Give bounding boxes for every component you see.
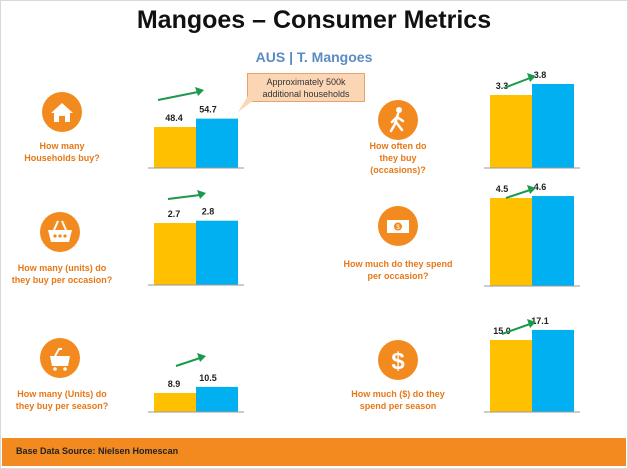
- growth-arrow-head: [527, 319, 536, 328]
- question-units-per-occasion: How many (units) do they buy per occasio…: [2, 262, 122, 286]
- data-source-note: Base Data Source: Nielsen Homescan: [16, 446, 179, 456]
- data-label: 17.1: [531, 316, 549, 326]
- question-spend-per-season: How much ($) do they spend per season: [330, 388, 466, 412]
- page-title: Mangoes – Consumer Metrics: [136, 6, 492, 34]
- chart-units-per-season: 8.9 10.5: [148, 353, 244, 413]
- bar: [532, 329, 574, 412]
- banknote-icon: $: [378, 206, 418, 246]
- bar: [490, 198, 532, 286]
- callout-note: Approximately 500k additional households: [247, 73, 365, 102]
- question-occasions: How often do they buy (occasions)?: [338, 140, 458, 176]
- question-line: How many (Units) do: [17, 389, 107, 399]
- data-label: 3.3: [496, 81, 509, 91]
- bar: [490, 95, 532, 168]
- question-line: How many (units) do: [17, 263, 107, 273]
- data-label: 48.4: [165, 113, 183, 123]
- question-line: How many: [39, 141, 85, 151]
- chart-spend-per-occasion: 4.5 4.6: [484, 182, 580, 287]
- data-label: 10.5: [199, 373, 217, 383]
- bar: [196, 386, 238, 412]
- data-label: 4.6: [534, 182, 547, 192]
- question-line: per occasion?: [367, 271, 429, 281]
- question-line: Households buy?: [24, 153, 100, 163]
- growth-arrow-line: [505, 189, 531, 199]
- question-line: How much do they spend: [343, 259, 453, 269]
- chart-spend-per-season: 15.0 17.1: [484, 316, 580, 413]
- data-label: 54.7: [199, 105, 217, 115]
- bar: [490, 340, 532, 412]
- callout-line: Approximately 500k: [266, 77, 346, 87]
- question-line: How much ($) do they: [351, 389, 445, 399]
- growth-arrow-line: [167, 194, 201, 200]
- bar: [196, 118, 238, 168]
- bar: [532, 196, 574, 286]
- question-line: they buy per occasion?: [11, 275, 113, 285]
- bar: [154, 127, 196, 168]
- chart-occasions: 3.3 3.8: [484, 70, 580, 169]
- bar: [154, 393, 196, 412]
- question-units-per-season: How many (Units) do they buy per season?: [2, 388, 122, 412]
- question-households: How many Households buy?: [2, 140, 122, 164]
- question-line: they buy: [379, 153, 417, 163]
- question-line: (occasions)?: [370, 165, 426, 175]
- walking-person-icon: [378, 100, 418, 140]
- growth-arrow-head: [527, 73, 536, 82]
- bar: [532, 84, 574, 168]
- data-label: 2.7: [168, 209, 181, 219]
- growth-arrow-head: [197, 190, 206, 199]
- growth-arrow-line: [157, 91, 199, 101]
- basket-icon: [40, 212, 80, 252]
- bar: [196, 220, 238, 285]
- question-spend-per-occasion: How much do they spend per occasion?: [330, 258, 466, 282]
- growth-arrow-line: [503, 77, 531, 89]
- growth-arrow-head: [195, 87, 204, 96]
- question-line: spend per season: [359, 401, 437, 411]
- callout-line: additional households: [262, 89, 350, 99]
- question-line: How often do: [369, 141, 427, 151]
- svg-text:$: $: [396, 225, 400, 231]
- data-label: 15.0: [493, 326, 511, 336]
- dollar-icon: $: [378, 340, 418, 380]
- house-icon: [42, 92, 82, 132]
- data-label: 4.5: [496, 184, 509, 194]
- growth-arrow-head: [527, 185, 536, 194]
- growth-arrow-head: [197, 353, 206, 362]
- chart-units-per-occasion: 2.7 2.8: [148, 190, 244, 286]
- page-subtitle: AUS | T. Mangoes: [255, 49, 373, 65]
- callout-pointer: [238, 96, 254, 112]
- svg-text:$: $: [391, 348, 405, 375]
- cart-icon: [40, 338, 80, 378]
- data-label: 8.9: [168, 379, 181, 389]
- bar: [154, 223, 196, 285]
- chart-households: 48.4 54.7: [148, 87, 244, 169]
- data-label: 2.8: [202, 207, 215, 217]
- question-line: they buy per season?: [15, 401, 109, 411]
- data-label: 3.8: [534, 70, 547, 80]
- growth-arrow-line: [175, 357, 201, 367]
- footer-bar: Base Data Source: Nielsen Homescan: [2, 438, 626, 466]
- growth-arrow-line: [501, 323, 531, 335]
